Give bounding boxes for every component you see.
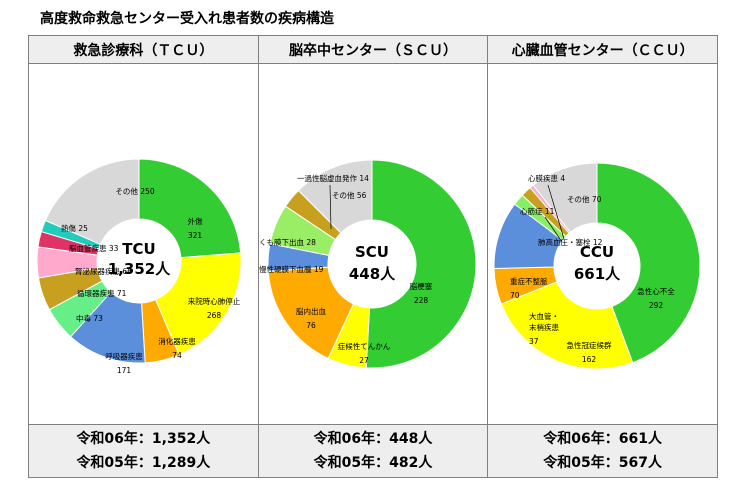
data-label: 心膜疾患 4 bbox=[528, 173, 565, 183]
tcu-footer: 令和06年：1,352人 令和05年：1,289人 bbox=[28, 424, 259, 478]
tcu-center-total: 1,352人 bbox=[108, 260, 171, 278]
data-label: 大血管・末梢疾患 37 bbox=[529, 311, 559, 346]
data-label: 脳梗塞 228 bbox=[409, 281, 432, 305]
ccu-footer: 令和06年：661人 令和05年：567人 bbox=[487, 424, 718, 478]
donut-hole bbox=[97, 219, 181, 303]
data-label: 慢性硬膜下血腫 19 bbox=[259, 264, 324, 274]
scu-footer: 令和06年：448人 令和05年：482人 bbox=[257, 424, 489, 478]
data-label: 急性冠症候群 162 bbox=[567, 340, 612, 364]
ccu-center-total: 661人 bbox=[574, 265, 621, 283]
data-label: 中毒 73 bbox=[76, 313, 103, 323]
leader-line bbox=[545, 216, 563, 243]
data-label: 外傷 321 bbox=[188, 216, 203, 240]
tcu-donut-chart: TCU 1,352人 外傷 321 来院時心肺停止 268 消化器疾患 74 呼吸器疾患 17… bbox=[36, 158, 242, 375]
data-label: 熱傷 25 bbox=[61, 223, 88, 233]
charts-table: 救急診療科（ＴＣＵ） 脳卒中センター（ＳＣＵ） 心臓血管センター（ＣＣＵ） TC… bbox=[28, 35, 718, 478]
data-label: 急性心不全 292 bbox=[638, 286, 676, 310]
ccu-footer-r06: 令和06年：661人 bbox=[543, 431, 663, 447]
tcu-header: 救急診療科（ＴＣＵ） bbox=[28, 35, 259, 64]
ccu-donut-chart: CCU 661人 急性心不全 292 急性冠症候群 162 大血管・末梢疾患 37 重症不整… bbox=[493, 162, 701, 370]
data-label: 呼吸器疾患 171 bbox=[105, 351, 143, 375]
data-label: 心筋症 11 bbox=[520, 206, 555, 216]
scu-donut-chart: SCU 448人 脳梗塞 228 症候性てんかん 27 脳内出血 76 慢性硬膜下血腫 19… bbox=[259, 159, 477, 369]
ccu-header: 心臓血管センター（ＣＣＵ） bbox=[487, 35, 718, 64]
donut-hole bbox=[554, 223, 641, 309]
ccu-center-name: CCU bbox=[580, 243, 614, 261]
data-label: 一過性脳虚血発作 14 bbox=[297, 173, 369, 183]
data-label: くも膜下出血 28 bbox=[259, 237, 316, 247]
data-label: 消化器疾患 74 bbox=[158, 336, 196, 360]
data-label: 肺高血圧・塞栓 12 bbox=[538, 237, 603, 247]
ccu-footer-r05: 令和05年：567人 bbox=[543, 455, 663, 471]
data-label: その他 250 bbox=[115, 186, 154, 196]
scu-chart-cell: SCU 448人 脳梗塞 228 症候性てんかん 27 脳内出血 76 慢性硬膜下血腫 19… bbox=[257, 63, 489, 425]
data-label: 症候性てんかん 27 bbox=[337, 341, 390, 365]
data-label: その他 70 bbox=[567, 194, 602, 204]
data-label: 来院時心肺停止 268 bbox=[188, 296, 241, 320]
tcu-center-name: TCU bbox=[122, 240, 155, 258]
page-title: 高度救命救急センター受入れ患者数の疾病構造 bbox=[40, 11, 334, 27]
data-label: 重症不整脈 70 bbox=[510, 276, 548, 300]
data-label: 脳内出血 76 bbox=[296, 306, 326, 330]
leader-line bbox=[547, 184, 565, 240]
tcu-chart-cell: TCU 1,352人 外傷 321 来院時心肺停止 268 消化器疾患 74 呼吸器疾患 17… bbox=[28, 63, 259, 425]
tcu-footer-r06: 令和06年：1,352人 bbox=[76, 431, 211, 447]
data-label: 循環器疾患 71 bbox=[77, 288, 127, 298]
scu-footer-r05: 令和05年：482人 bbox=[313, 455, 433, 471]
data-label: 腎泌尿器疾患 66 bbox=[75, 266, 132, 276]
scu-footer-r06: 令和06年：448人 bbox=[313, 431, 433, 447]
scu-header: 脳卒中センター（ＳＣＵ） bbox=[257, 35, 489, 64]
donut-hole bbox=[327, 220, 416, 308]
tcu-footer-r05: 令和05年：1,289人 bbox=[76, 455, 211, 471]
scu-center-total: 448人 bbox=[349, 265, 396, 283]
data-label: その他 56 bbox=[332, 190, 367, 200]
leader-line bbox=[329, 184, 332, 230]
data-label: 脳血管疾患 33 bbox=[69, 243, 119, 253]
scu-center-name: SCU bbox=[355, 243, 389, 261]
ccu-chart-cell: CCU 661人 急性心不全 292 急性冠症候群 162 大血管・末梢疾患 37 重症不整… bbox=[487, 63, 718, 425]
